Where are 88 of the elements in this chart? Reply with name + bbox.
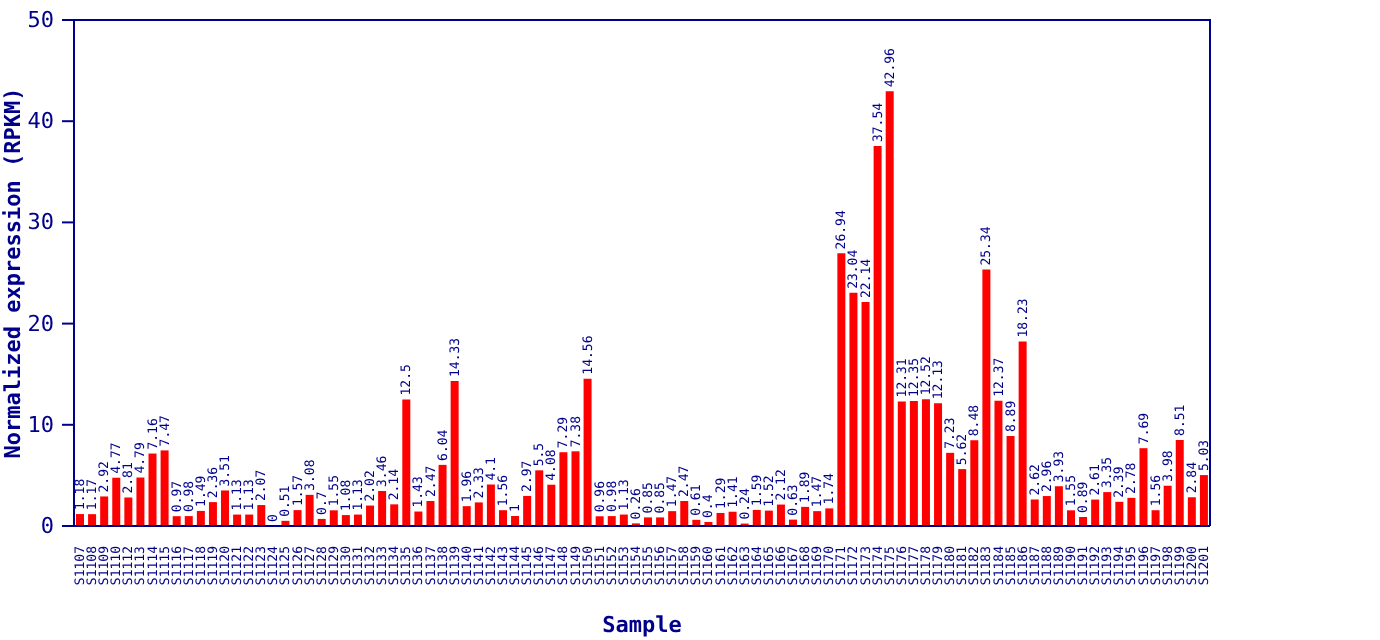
bar	[390, 504, 399, 526]
y-axis-title: Normalized expression (RPKM)	[0, 87, 26, 459]
bar	[559, 452, 568, 526]
bar	[462, 506, 471, 526]
bar	[329, 510, 338, 526]
bar	[341, 515, 350, 526]
bar	[450, 380, 459, 526]
bar	[728, 511, 737, 526]
bar	[1163, 485, 1172, 526]
bar	[813, 511, 822, 526]
bar	[1115, 501, 1124, 526]
bar	[76, 514, 84, 526]
bar	[837, 253, 846, 526]
bar	[885, 91, 894, 526]
bar	[668, 511, 677, 526]
bar	[486, 484, 495, 526]
bar	[1066, 510, 1075, 526]
y-tick-label: 30	[27, 209, 54, 236]
bar	[1151, 510, 1160, 526]
bar	[88, 514, 97, 526]
bar	[764, 510, 773, 526]
bar	[776, 504, 785, 526]
bar	[1091, 499, 1100, 526]
bar	[583, 378, 592, 526]
bar	[547, 484, 556, 526]
bar	[136, 477, 145, 526]
bar	[752, 509, 761, 526]
bar	[257, 505, 266, 526]
bar	[680, 501, 689, 526]
bar	[1006, 436, 1015, 526]
bar	[1127, 497, 1136, 526]
bar	[994, 400, 1003, 526]
bar	[438, 464, 447, 526]
bar	[656, 517, 665, 526]
bar	[849, 292, 858, 526]
bar	[897, 401, 906, 526]
bar	[124, 497, 133, 526]
y-tick-label: 10	[27, 411, 54, 438]
bar	[498, 510, 507, 526]
bar	[221, 490, 230, 526]
bar	[571, 451, 580, 526]
bar	[982, 269, 991, 526]
bar	[861, 301, 870, 526]
bar	[1018, 341, 1027, 526]
bar	[414, 511, 423, 526]
bar	[1199, 475, 1208, 526]
bar	[160, 450, 169, 526]
bar	[293, 510, 302, 526]
bar	[196, 510, 205, 526]
bar	[305, 494, 314, 526]
bar	[1175, 439, 1184, 526]
bar	[378, 490, 387, 526]
y-tick-label: 20	[27, 310, 54, 337]
bar	[595, 516, 604, 526]
bar	[1139, 448, 1148, 526]
bar	[1054, 486, 1063, 526]
bar	[1042, 496, 1051, 526]
bar	[148, 453, 157, 526]
y-tick-label: 50	[27, 7, 54, 33]
bar	[607, 516, 616, 526]
bar	[208, 502, 217, 526]
x-axis-title: Sample	[602, 612, 683, 638]
bar	[535, 470, 544, 526]
y-tick-label: 40	[27, 108, 54, 135]
bar	[402, 399, 411, 526]
bar	[970, 440, 979, 526]
bar	[426, 501, 435, 526]
bar	[112, 477, 121, 526]
bar	[1187, 497, 1196, 526]
bar	[100, 496, 109, 526]
bar	[1030, 499, 1039, 526]
bar	[946, 452, 955, 526]
bar	[801, 506, 810, 526]
bar	[958, 469, 967, 526]
bar	[934, 403, 943, 526]
y-tick-label: 0	[40, 513, 54, 539]
bar	[909, 401, 918, 526]
bar	[184, 516, 193, 526]
bar	[1103, 492, 1112, 526]
bar	[523, 495, 532, 526]
bar	[716, 512, 725, 526]
bar	[474, 502, 483, 526]
bar	[644, 517, 652, 526]
bar	[366, 505, 375, 526]
bar	[825, 508, 834, 526]
bar	[172, 516, 181, 526]
bar	[921, 399, 930, 526]
bar	[873, 146, 882, 526]
